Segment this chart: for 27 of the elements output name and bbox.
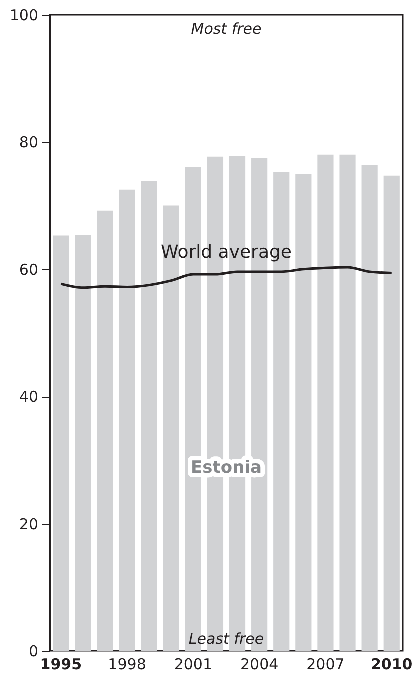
bar bbox=[318, 154, 334, 651]
y-tick-label: 40 bbox=[19, 388, 38, 406]
annotation: Least free bbox=[188, 630, 264, 648]
x-tick-label: 2001 bbox=[174, 656, 213, 674]
x-tick-label: 2007 bbox=[306, 656, 345, 674]
bar bbox=[97, 210, 114, 651]
series-label: World average bbox=[161, 242, 292, 263]
y-tick-label: 60 bbox=[19, 260, 38, 279]
bar bbox=[362, 165, 378, 651]
y-tick-label: 100 bbox=[10, 6, 38, 24]
y-tick-label: 80 bbox=[19, 134, 38, 152]
annotation: Most free bbox=[191, 20, 262, 38]
bar bbox=[75, 235, 92, 651]
bar bbox=[340, 154, 356, 651]
x-tick-label: 1995 bbox=[40, 656, 82, 674]
bar bbox=[296, 174, 312, 651]
bar bbox=[141, 180, 158, 651]
bar bbox=[53, 236, 70, 651]
bar bbox=[384, 176, 400, 651]
series-label: Estonia bbox=[191, 458, 262, 478]
y-tick-label: 0 bbox=[28, 642, 38, 660]
bar bbox=[119, 190, 136, 651]
x-tick-label: 2010 bbox=[370, 656, 413, 674]
line-series bbox=[60, 266, 394, 290]
x-tick-label: 1998 bbox=[108, 656, 146, 674]
x-tick-label: 2004 bbox=[240, 656, 279, 674]
y-tick-label: 20 bbox=[19, 515, 38, 534]
